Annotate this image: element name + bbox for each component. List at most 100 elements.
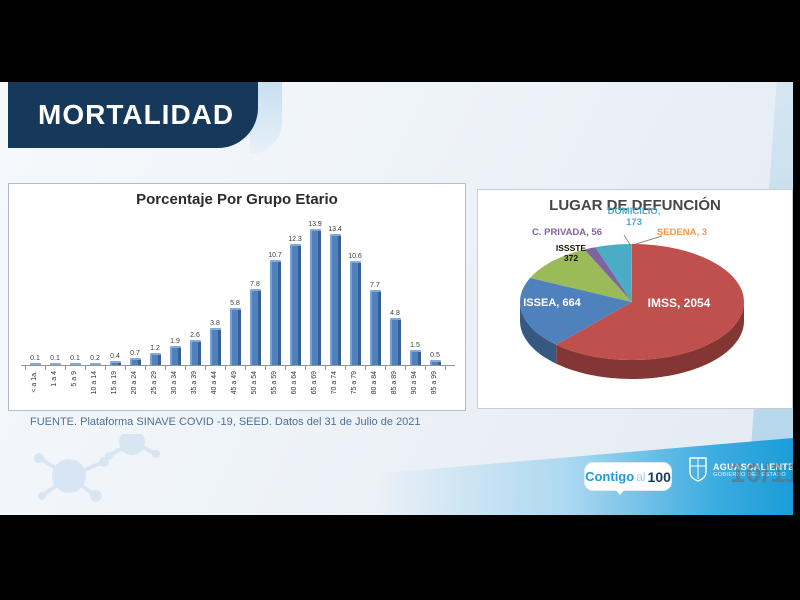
bar-column [249,289,261,365]
source-text: FUENTE. Plataforma SINAVE COVID -19, SEE… [30,416,421,428]
bar-column [309,229,321,365]
bar-chart-axis-ticks [25,366,446,370]
state-name: AGUASCALIENTES [713,461,793,472]
bar-category-label: 55 a 59 [271,371,279,395]
bar-value-label: 0.4 [110,353,120,360]
bar: 13.9 [305,221,325,365]
government-logo-text: AGUASCALIENTES GOBIERNO DEL ESTADO [713,462,793,478]
bar-category: 75 a 79 [345,371,365,411]
bar-category: 20 a 24 [125,371,145,411]
bar-value-label: 1.5 [410,342,420,349]
bar-category: 30 a 34 [165,371,185,411]
bar-chart: 0.1 0.1 0.1 0.2 0.4 0.7 1.2 1.9 2.6 3.8 5.8 7.8 10.7… [25,218,451,365]
bar: 12.3 [285,236,305,365]
bar-category: 70 a 74 [325,371,345,411]
bar: 3.8 [205,320,225,365]
bar-column [289,244,301,365]
bar-column [69,363,81,365]
pie-slice-issste [530,249,632,302]
pie-slice-side-imss [556,302,744,379]
bar-value-label: 1.9 [170,338,180,345]
bar-value-label: 0.2 [90,355,100,362]
bar-value-label: 1.2 [150,345,160,352]
bar: 7.8 [245,281,265,365]
bar-category-label: 85 a 89 [391,371,399,395]
bar-column [429,360,441,365]
pie-label-issste: ISSSTE 372 [555,243,587,264]
bar-value-label: 5.8 [230,300,240,307]
aguascalientes-logo: AGUASCALIENTES GOBIERNO DEL ESTADO [688,456,793,483]
pie-chart-panel: LUGAR DE DEFUNCIÓN IMSS, 2054 ISSEA, 664 I… [477,189,793,409]
bar: 0.4 [105,353,125,365]
bar-column [349,261,361,365]
bar-category: 90 a 94 [405,371,425,411]
pie-slice-c-privada [584,247,632,302]
bar-category-label: 50 a 54 [251,371,259,395]
bar: 4.8 [385,310,405,365]
bar: 5.8 [225,300,245,365]
bar-column [169,346,181,365]
bar-category-label: 95 a 99 [431,371,439,395]
bar-column [109,361,121,365]
bar-value-label: 10.6 [348,253,362,260]
bar-category: 25 a 29 [145,371,165,411]
pie-label-c-privada: C. PRIVADA, 56 [531,227,603,238]
hundred-word: 100 [647,468,671,485]
bar: 0.1 [25,355,45,365]
bar: 0.1 [65,355,85,365]
bar-category: 80 a 84 [365,371,385,411]
bar-chart-panel: Porcentaje Por Grupo Etario 0.1 0.1 0.1 0.2… [8,183,466,411]
title-banner: MORTALIDAD [8,82,258,148]
bar: 0.2 [85,355,105,365]
bar-column [89,363,101,365]
bar-category: 85 a 89 [385,371,405,411]
bar-category-label: 65 a 69 [311,371,319,395]
bar-column [369,290,381,365]
bar-value-label: 2.6 [190,332,200,339]
bar-column [409,350,421,365]
bar-column [389,318,401,365]
bar-category-label: 60 a 64 [291,371,299,395]
bar: 0.5 [425,352,445,365]
contigo-al-100-logo: Contigo al 100 [585,463,671,495]
bar-value-label: 0.1 [30,355,40,362]
bar-category: 10 a 14 [85,371,105,411]
bar-category-label: 10 a 14 [91,371,99,395]
bar-chart-x-axis [21,365,455,366]
bar-value-label: 13.4 [328,226,342,233]
bar-category-label: 20 a 24 [131,371,139,395]
bar-column [329,234,341,365]
bar-category-label: 90 a 94 [411,371,419,395]
bar-category-label: 1 a 4 [51,371,59,387]
pie-slice-issea [520,277,632,345]
pie-slice-domicilio [595,244,632,302]
pie-chart [520,234,744,379]
bar-column [189,340,201,365]
pie-slice-imss [556,244,744,360]
page-title: MORTALIDAD [38,99,235,130]
bar-value-label: 10.7 [268,252,282,259]
bar-category-label: 70 a 74 [331,371,339,395]
bar-category-label: 15 a 19 [111,371,119,395]
bar-value-label: 13.9 [308,221,322,228]
bar-column [129,358,141,365]
bar-category: 55 a 59 [265,371,285,411]
virus-decoration-icon [34,434,160,502]
bar-category-label: 40 a 44 [211,371,219,395]
domicilio-leader-line [623,234,632,247]
bar-category-label: 75 a 79 [351,371,359,395]
bar-category: 1 a 4 [45,371,65,411]
bar: 1.5 [405,342,425,365]
bar: 7.7 [365,282,385,365]
bar-category-label: < a 1a. [31,371,39,393]
bar-value-label: 4.8 [390,310,400,317]
pie-chart-title: LUGAR DE DEFUNCIÓN [549,197,721,214]
bar: 10.6 [345,253,365,365]
bar-value-label: 0.1 [50,355,60,362]
bar-value-label: 3.8 [210,320,220,327]
bar: 13.4 [325,226,345,365]
bar-column [209,328,221,365]
bar-category-label: 45 a 49 [231,371,239,395]
sedena-leader-line [635,235,663,245]
